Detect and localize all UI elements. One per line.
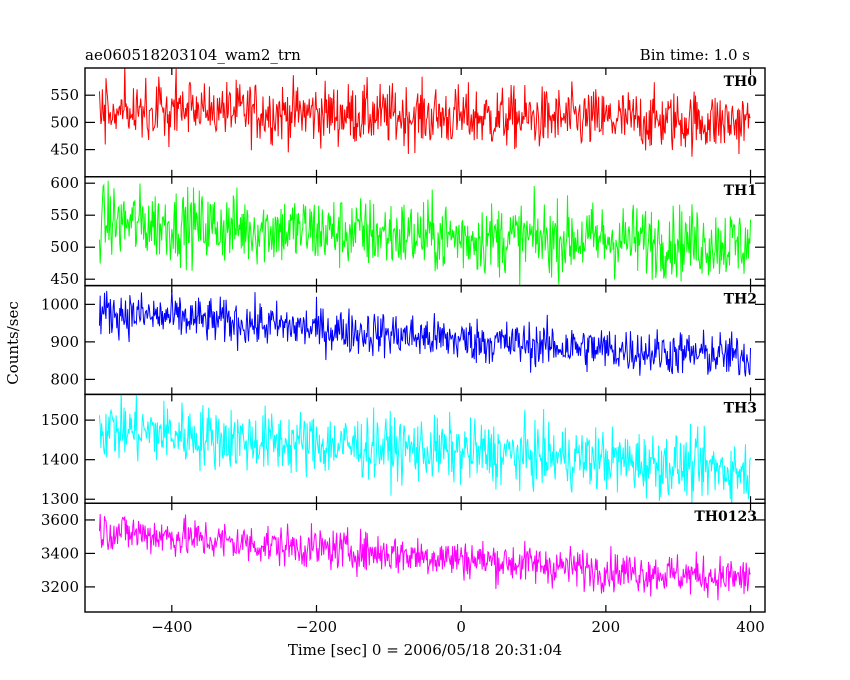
y-tick-label: 550 — [50, 86, 79, 104]
y-tick-label: 1400 — [41, 451, 79, 469]
bin-time-label: Bin time: 1.0 s — [640, 46, 750, 64]
panel-th0123: 3200 3400 3600 TH0123 — [41, 502, 766, 613]
x-tick-label: 400 — [736, 618, 765, 636]
series-line-th0123 — [98, 513, 751, 601]
series-line-th3 — [98, 394, 752, 504]
series-line-th1 — [98, 180, 752, 286]
panel-label: TH0123 — [694, 509, 757, 525]
panel-th3: 1300 1400 1500 TH3 — [41, 393, 766, 508]
series-line-th2 — [98, 289, 752, 377]
x-tick-label: 0 — [456, 618, 466, 636]
y-axis-label: Counts/sec — [4, 301, 22, 385]
panel-label: TH3 — [724, 400, 757, 416]
panel-label: TH0 — [724, 74, 758, 90]
y-tick-label: 1000 — [41, 295, 79, 313]
series-line-th0 — [98, 68, 751, 157]
panel-th1: 450 500 550 600 TH1 — [50, 174, 766, 288]
y-tick-label: 3200 — [41, 578, 79, 596]
y-tick-label: 450 — [50, 141, 79, 159]
y-tick-label: 1500 — [41, 411, 79, 429]
y-tick-label: 600 — [50, 174, 79, 192]
panel-frame — [84, 502, 766, 613]
y-tick-label: 500 — [50, 238, 79, 256]
y-tick-label: 500 — [50, 113, 79, 131]
panel-th0: 450 500 550 TH0 — [50, 67, 766, 178]
panel-label: TH2 — [724, 292, 757, 308]
y-tick-label: 900 — [50, 333, 79, 351]
y-tick-label: 550 — [50, 206, 79, 224]
x-tick-label: −400 — [151, 618, 192, 636]
y-tick-label: 3400 — [41, 544, 79, 562]
x-tick-label: 200 — [592, 618, 621, 636]
y-tick-label: 450 — [50, 270, 79, 288]
y-tick-label: 800 — [50, 370, 79, 388]
panels: 450 500 550 TH0 450 500 550 600 TH1 800 900 1000 TH2… — [41, 67, 766, 613]
x-axis: −400 −200 0 200 400 — [151, 618, 765, 636]
x-axis-label: Time [sec] 0 = 2006/05/18 20:31:04 — [288, 641, 562, 659]
y-tick-label: 1300 — [41, 490, 79, 508]
x-tick-label: −200 — [296, 618, 337, 636]
panel-label: TH1 — [724, 183, 757, 199]
panel-th2: 800 900 1000 TH2 — [41, 284, 766, 396]
y-tick-label: 3600 — [41, 511, 79, 529]
chart-title: ae060518203104_wam2_trn — [85, 46, 301, 64]
